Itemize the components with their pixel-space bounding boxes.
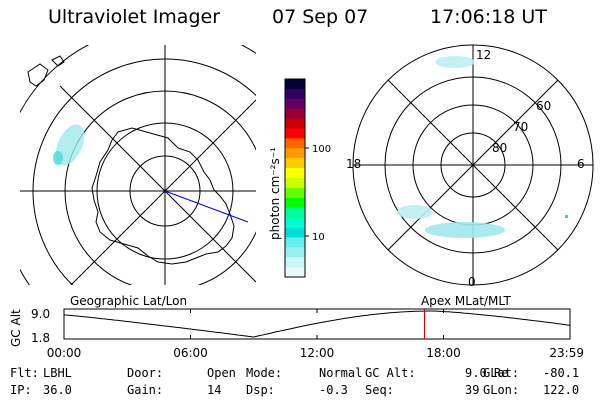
time-tick-label: 23:59	[549, 346, 584, 360]
mlat-label-80: 80	[492, 141, 507, 155]
mlat-label-70: 70	[513, 120, 528, 134]
aurora-emission	[55, 124, 85, 166]
status-key: Mode:	[246, 366, 283, 380]
left-map-label: Geographic Lat/Lon	[70, 294, 187, 308]
coastline	[27, 55, 65, 87]
mlt-label-right: 6	[577, 157, 585, 171]
time-axis-ticks: 00:00 06:00 12:00 18:00 23:59	[47, 309, 584, 360]
colorbar-segment	[285, 108, 305, 120]
colorbar-segment	[285, 138, 305, 149]
status-row-2: IP: 36.0 Gain: 14 Dsp: -0.3 Seq: 39 GLon: 122.0	[10, 383, 600, 400]
status-footer: Flt: LBHL Door: Open Mode: Normal GC Alt: 9.0 R…	[10, 366, 600, 400]
status-key: GC Alt:	[365, 366, 416, 380]
meridian-line	[70, 99, 256, 285]
continent-outline	[91, 127, 235, 265]
color-scale-bar	[285, 79, 305, 278]
time-tick-label: 06:00	[173, 346, 208, 360]
colorbar-segment	[285, 187, 305, 199]
colorbar-tick-label-100: 100	[312, 144, 331, 155]
left-map-frame	[20, 45, 256, 285]
time-tick-label: 00:00	[47, 346, 82, 360]
date-label: 07 Sep 07	[272, 6, 369, 28]
status-value: -0.3	[319, 383, 348, 397]
magnetic-map: 12 18 6 0 60 70 80	[346, 44, 594, 289]
colorbar-segment	[285, 148, 305, 159]
colorbar-segment	[285, 178, 305, 189]
instrument-title: Ultraviolet Imager	[48, 6, 221, 28]
geographic-map	[20, 45, 256, 285]
aurora-emission	[425, 222, 505, 238]
status-key: GLon:	[483, 383, 520, 397]
time-label: 17:06:18 UT	[430, 6, 547, 28]
colorbar-segment	[285, 217, 305, 228]
status-value: Normal	[319, 366, 363, 380]
colorbar-segment	[285, 227, 305, 238]
status-value: Open	[207, 366, 236, 380]
status-value: 14	[207, 383, 222, 397]
colorbar-frame	[284, 78, 306, 278]
colorbar-segment	[285, 257, 305, 268]
altitude-plot-frame	[63, 308, 571, 340]
colorbar-segment	[285, 79, 305, 90]
aurora-emission	[397, 205, 433, 219]
meridian-line	[59, 85, 256, 283]
colorbar-segment	[285, 197, 305, 209]
colorbar-segment	[285, 168, 305, 179]
colorbar-segment	[285, 247, 305, 258]
mlt-label-top: 12	[476, 48, 491, 62]
altitude-curve	[63, 310, 571, 338]
colorbar-segment	[285, 118, 305, 129]
colorbar-segment	[285, 128, 305, 139]
time-tick-label: 12:00	[300, 346, 335, 360]
colorbar-unit-label: photon cm⁻²s⁻¹	[268, 147, 282, 240]
status-key: Flt:	[10, 366, 39, 380]
status-key: Gain:	[127, 383, 164, 397]
right-map-label: Apex MLat/MLT	[421, 294, 511, 308]
colorbar-segment	[285, 237, 305, 248]
mlt-line	[387, 79, 559, 251]
status-value: -80.1	[543, 366, 580, 380]
time-tick-label: 18:00	[426, 346, 461, 360]
status-value: 39	[465, 383, 480, 397]
status-key: IP:	[10, 383, 32, 397]
mlt-label-bottom: 0	[468, 275, 476, 289]
colorbar-segment	[285, 98, 305, 110]
aurora-pixel	[565, 215, 568, 218]
aurora-emission	[53, 151, 63, 165]
colorbar-segment	[285, 267, 305, 278]
status-row-1: Flt: LBHL Door: Open Mode: Normal GC Alt: 9.0 R…	[10, 366, 600, 383]
status-value: 36.0	[43, 383, 72, 397]
terminator-line	[164, 190, 249, 223]
altitude-tick-bottom: 1.8	[31, 331, 50, 345]
mlat-label-60: 60	[536, 99, 551, 113]
colorbar-segment	[285, 158, 305, 169]
status-key: Seq:	[365, 383, 394, 397]
status-key: GLat:	[483, 366, 520, 380]
status-value: 122.0	[543, 383, 580, 397]
colorbar-segment	[285, 207, 305, 219]
status-key: Dsp:	[246, 383, 275, 397]
status-key: Door:	[127, 366, 164, 380]
status-value: LBHL	[43, 366, 72, 380]
title-bar: Ultraviolet Imager 07 Sep 07 17:06:18 UT	[0, 6, 600, 32]
status-value: 9.0 Re	[465, 366, 509, 380]
colorbar-segment	[285, 88, 305, 100]
altitude-axis-label: GC Alt	[9, 309, 23, 347]
aurora-emission	[435, 56, 475, 68]
colorbar-tick-label-10: 10	[312, 232, 325, 243]
mlt-label-left: 18	[346, 157, 361, 171]
altitude-tick-top: 9.0	[31, 307, 50, 321]
